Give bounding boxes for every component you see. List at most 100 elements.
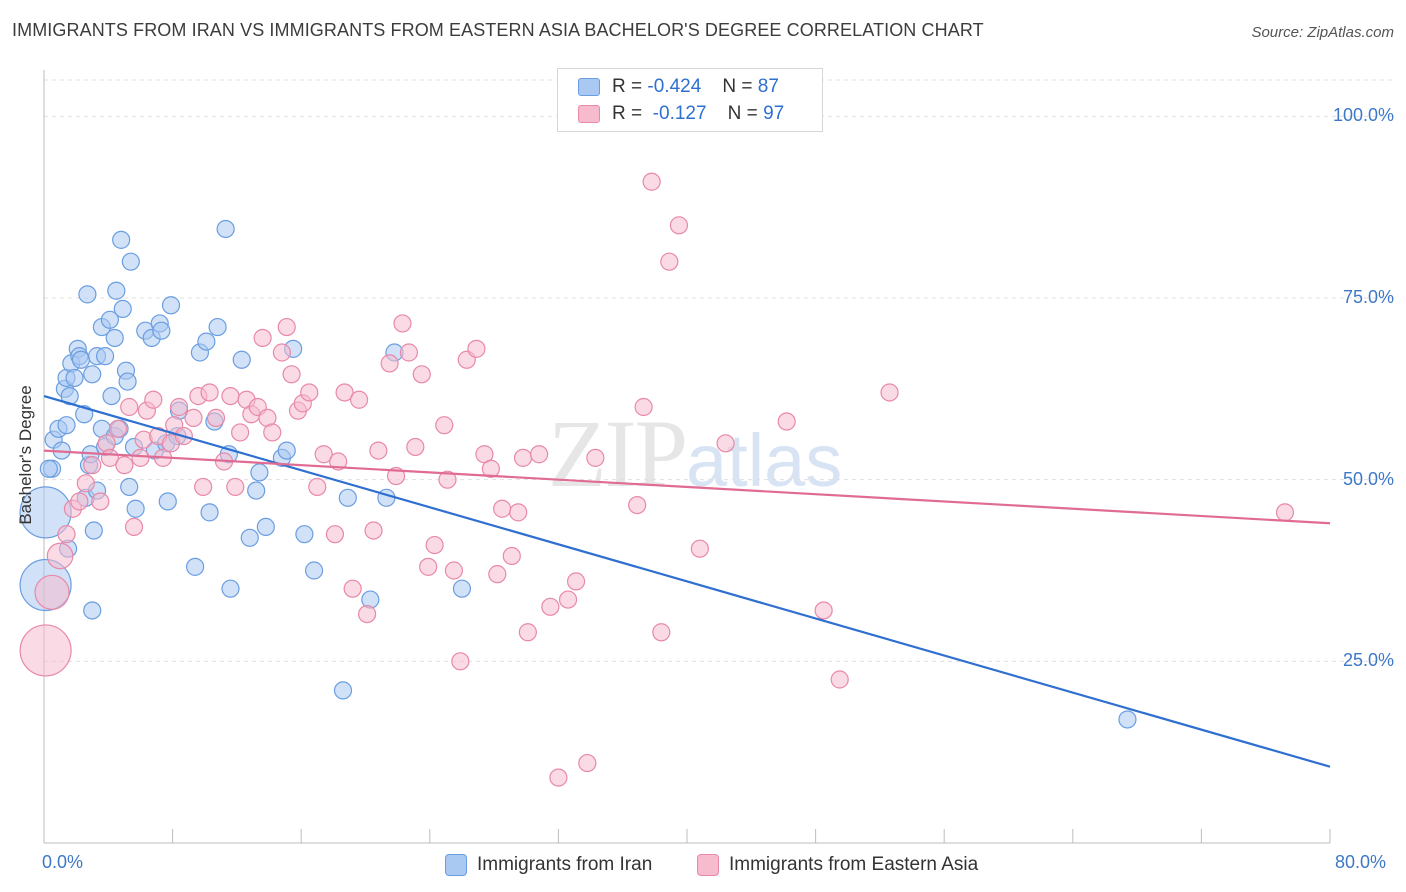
asia-point-37 [253,328,272,348]
asia-point-67 [451,652,470,671]
asia-point-12 [115,456,134,475]
iran-point-51 [161,296,181,315]
iran-point-63 [232,350,251,369]
legend-asia-label: Immigrants from Eastern Asia [729,854,979,875]
asia-point-25 [184,408,203,427]
asia-point-53 [358,604,377,624]
iran-point-23 [83,601,102,620]
iran-point-78 [452,579,472,598]
asia-point-94 [814,601,833,620]
asia-point-11 [108,419,128,438]
iran-point-18 [78,285,97,304]
iran-point-65 [247,481,266,500]
asia-point-45 [300,383,319,402]
asia-point-78 [530,445,549,464]
iran-trend-line [43,395,1331,768]
asia-point-27 [194,477,213,497]
asia-point-6 [76,474,95,493]
iran-n-value: 87 [757,76,779,97]
y-tick-label-0: 25.0% [1342,650,1394,671]
asia-point-80 [549,768,568,787]
asia-point-59 [399,343,419,362]
iran-point-76 [377,488,396,507]
iran-point-72 [304,561,324,580]
iran-point-37 [113,299,132,318]
legend-item-asia[interactable]: Immigrants from Eastern Asia [697,852,978,878]
asia-point-72 [488,565,507,584]
legend-asia-swatch [697,854,719,876]
asia-n-label: N = [727,103,758,124]
iran-point-57 [200,503,219,522]
asia-point-58 [393,314,412,333]
asia-n-value: 97 [763,103,785,124]
iran-point-54 [186,557,205,576]
iran-point-39 [118,372,137,391]
iran-point-43 [126,499,145,518]
asia-point-18 [144,390,163,409]
iran-point-66 [250,463,269,482]
asia-point-85 [628,496,647,515]
asia-point-92 [716,434,735,453]
asia-point-81 [558,590,578,609]
iran-point-67 [256,517,275,537]
iran-point-34 [107,281,126,300]
y-tick-label-1: 50.0% [1342,468,1394,489]
asia-point-46 [308,477,327,497]
asia-point-55 [369,441,388,460]
iran-point-41 [121,252,140,271]
asia-point-84 [586,448,605,467]
asia-trend-line [43,449,1331,525]
asia-point-41 [277,317,296,337]
asia-point-69 [467,339,486,358]
asia-point-54 [364,521,383,540]
asia-point-61 [412,365,431,384]
iran-point-36 [112,230,131,249]
iran-point-8 [57,416,76,435]
asia-point-60 [406,437,425,457]
asia-point-74 [502,546,521,566]
iran-point-69 [277,441,296,460]
asia-r-label: R = [612,103,643,124]
iran-point-50 [158,492,177,511]
asia-point-29 [206,408,226,427]
asia-point-3 [57,525,76,544]
iran-point-59 [208,317,227,337]
asia-r-value: -0.127 [652,103,707,124]
asia-swatch [578,105,600,123]
iran-point-21 [83,365,102,384]
x-tick-label-min: 0.0% [42,852,84,872]
asia-point-73 [493,499,512,518]
asia-point-62 [419,557,438,576]
asia-point-32 [226,477,245,497]
asia-point-51 [343,579,362,598]
iran-point-73 [333,681,353,700]
stats-row-asia: R = -0.127 N = 97 [578,101,784,127]
legend-iran-label: Immigrants from Iran [477,854,653,875]
asia-point-63 [425,535,444,555]
asia-point-31 [221,387,240,406]
asia-point-48 [325,525,345,544]
legend-item-iran[interactable]: Immigrants from Iran [445,852,652,878]
source-label: Source: ZipAtlas.com [1251,24,1394,41]
asia-point-33 [231,423,250,442]
iran-point-28 [95,347,115,366]
y-axis-label: Bachelor's Degree [16,385,35,525]
stats-row-iran: R = -0.424 N = 87 [578,74,779,100]
iran-point-79 [1118,710,1137,729]
asia-point-64 [435,416,454,435]
iran-n-label: N = [722,76,753,97]
asia-point-82 [566,572,586,591]
asia-point-65 [438,470,457,489]
asia-point-79 [541,597,560,616]
iran-point-60 [216,219,235,239]
asia-point-91 [690,539,709,558]
iran-point-31 [102,387,121,406]
asia-point-71 [481,459,500,478]
asia-point-1 [34,574,70,610]
asia-point-89 [660,252,679,271]
asia-point-0 [19,624,72,677]
iran-point-12 [65,368,84,388]
asia-point-95 [830,670,849,689]
iran-point-30 [100,310,120,329]
